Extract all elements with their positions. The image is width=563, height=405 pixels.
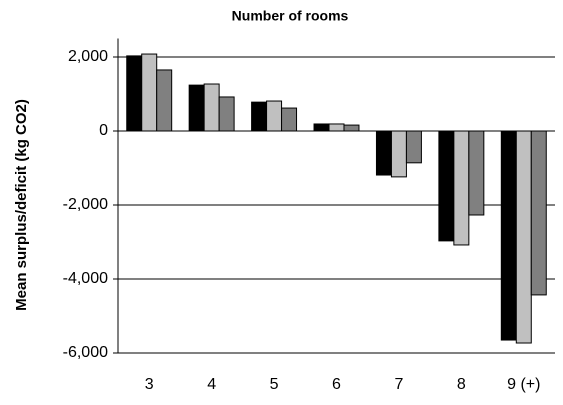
- bar: [453, 130, 470, 246]
- x-tick-label: 3: [145, 376, 154, 393]
- y-tick-label: 2,000: [68, 48, 108, 65]
- bar: [515, 130, 532, 344]
- chart-title: Number of rooms: [232, 8, 349, 24]
- bar: [141, 53, 158, 132]
- bar: [343, 124, 360, 132]
- bar: [438, 130, 455, 242]
- bar: [251, 101, 268, 132]
- bar: [203, 83, 220, 132]
- bar: [281, 107, 298, 132]
- x-tick-label: 6: [332, 376, 341, 393]
- x-tick-label: 4: [207, 376, 216, 393]
- y-tick-label: -2,000: [63, 196, 108, 213]
- x-tick-label: 7: [394, 376, 403, 393]
- x-tick-label: 9 (+): [507, 376, 540, 393]
- bar: [390, 130, 407, 178]
- bar: [266, 100, 283, 132]
- y-tick-label: -6,000: [63, 344, 108, 361]
- bar: [530, 130, 547, 296]
- bar: [405, 130, 422, 164]
- x-tick-label: 5: [270, 376, 279, 393]
- bar: [126, 55, 143, 132]
- bar: [313, 123, 330, 132]
- bar: [468, 130, 485, 216]
- bar: [218, 96, 235, 132]
- y-tick-label: 0: [99, 122, 108, 139]
- bar: [500, 130, 517, 341]
- y-axis-title: Mean surplus/deficit (kg CO2): [13, 99, 30, 311]
- x-tick-label: 8: [457, 376, 466, 393]
- bar: [328, 123, 345, 132]
- y-tick-label: -4,000: [63, 270, 108, 287]
- bar: [156, 69, 173, 132]
- bar: [188, 84, 205, 132]
- bar: [375, 130, 392, 176]
